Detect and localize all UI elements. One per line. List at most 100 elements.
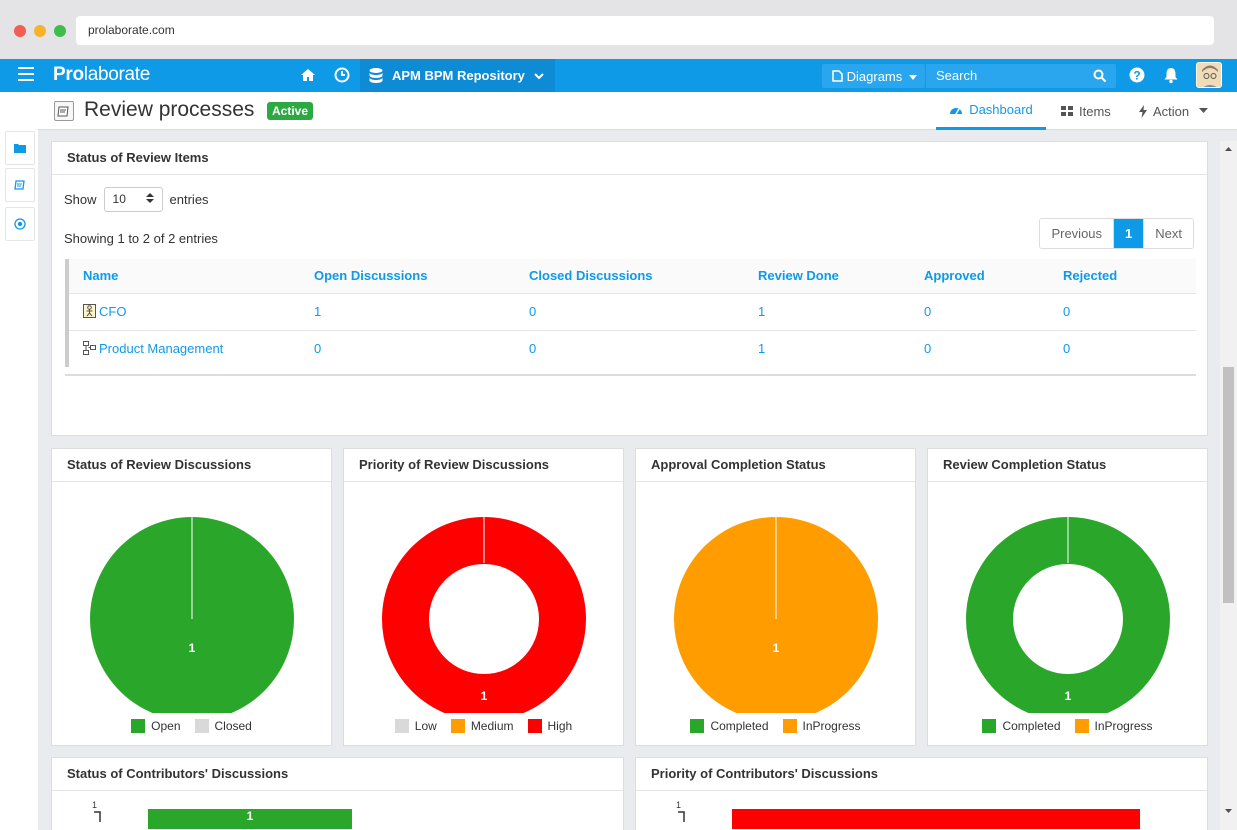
svg-text:?: ? bbox=[1133, 69, 1140, 83]
axis-tick bbox=[94, 811, 101, 822]
bar-chart: 1 bbox=[676, 800, 1140, 829]
legend-swatch bbox=[690, 719, 705, 733]
review-completion-chart: Review Completion Status 1 Completed InPr… bbox=[927, 448, 1208, 746]
legend-label: Completed bbox=[1002, 719, 1061, 733]
legend-item-closed[interactable]: Closed bbox=[194, 719, 252, 733]
legend-item-completed[interactable]: Completed bbox=[690, 719, 769, 733]
scroll-down-icon[interactable] bbox=[1220, 805, 1237, 817]
legend-label: InProgress bbox=[1094, 719, 1153, 733]
review-button[interactable] bbox=[5, 168, 35, 202]
bar[interactable] bbox=[732, 809, 1140, 829]
legend-swatch bbox=[450, 719, 465, 733]
user-avatar[interactable] bbox=[1196, 62, 1222, 88]
scroll-thumb[interactable] bbox=[1223, 367, 1234, 603]
grid-icon bbox=[1061, 106, 1073, 116]
axis-tick-label: 1 bbox=[92, 800, 97, 810]
chart-title: Review Completion Status bbox=[928, 449, 1207, 482]
legend-item-inprogress[interactable]: InProgress bbox=[1074, 719, 1153, 733]
legend-item-medium[interactable]: Medium bbox=[450, 719, 514, 733]
legend-label: Low bbox=[414, 719, 437, 733]
brand-logo[interactable]: Prolaborate bbox=[53, 64, 151, 85]
donut-chart: 1 bbox=[382, 517, 586, 713]
column-header[interactable]: Rejected bbox=[1049, 259, 1196, 293]
address-bar[interactable]: prolaborate.com bbox=[76, 16, 1214, 45]
avatar-icon bbox=[1197, 63, 1221, 87]
window-maximize-button[interactable] bbox=[54, 25, 66, 37]
window-minimize-button[interactable] bbox=[34, 25, 46, 37]
bar[interactable] bbox=[148, 809, 352, 829]
open-discussions-cell: 0 bbox=[300, 329, 515, 367]
legend-swatch bbox=[131, 719, 146, 733]
window-close-button[interactable] bbox=[14, 25, 26, 37]
column-header[interactable]: Review Done bbox=[744, 259, 910, 293]
home-icon[interactable] bbox=[299, 66, 317, 84]
tab-items[interactable]: Items bbox=[1061, 92, 1111, 130]
previous-page-button[interactable]: Previous bbox=[1040, 219, 1114, 248]
review-icon bbox=[57, 106, 69, 117]
bell-icon[interactable] bbox=[1162, 66, 1180, 84]
donut-hole bbox=[1013, 564, 1123, 674]
pagination: Previous 1 Next bbox=[1039, 218, 1194, 249]
target-button[interactable] bbox=[5, 207, 35, 241]
approval-completion-chart: Approval Completion Status 1 Completed In… bbox=[635, 448, 916, 746]
app-header: Prolaborate APM BPM Repository Diagrams … bbox=[0, 59, 1237, 92]
item-name-cell[interactable]: CFO bbox=[65, 292, 300, 330]
tab-action[interactable]: Action bbox=[1139, 92, 1209, 130]
column-header[interactable]: Closed Discussions bbox=[515, 259, 744, 293]
tab-dashboard[interactable]: Dashboard bbox=[936, 92, 1046, 130]
browser-toolbar: prolaborate.com bbox=[0, 0, 1237, 59]
diagrams-dropdown[interactable]: Diagrams bbox=[822, 64, 925, 88]
column-header[interactable]: Approved bbox=[910, 259, 1049, 293]
donut-chart: 1 bbox=[966, 517, 1170, 713]
data-label: 1 bbox=[189, 641, 196, 655]
axis-tick-label: 1 bbox=[676, 800, 681, 810]
sort-arrows-icon bbox=[145, 193, 154, 203]
table-row: CFO 1 0 1 0 0 bbox=[65, 292, 1196, 330]
legend-item-completed[interactable]: Completed bbox=[982, 719, 1061, 733]
chart-legend: Completed InProgress bbox=[928, 719, 1207, 733]
page-1-button[interactable]: 1 bbox=[1113, 219, 1145, 248]
review-done-cell: 1 bbox=[744, 329, 910, 367]
table-header-row: Name Open Discussions Closed Discussions… bbox=[65, 259, 1196, 293]
review-discussions-status-chart: Status of Review Discussions 1 Open Close… bbox=[51, 448, 332, 746]
repository-selector[interactable] bbox=[360, 59, 555, 92]
legend-swatch bbox=[782, 719, 797, 733]
chart-title: Priority of Review Discussions bbox=[344, 449, 623, 482]
review-items-panel: Status of Review Items Show 10 entries S… bbox=[51, 141, 1208, 436]
pie-chart: 1 bbox=[90, 517, 294, 713]
review-icon bbox=[14, 180, 25, 190]
column-header[interactable]: Name bbox=[65, 259, 300, 293]
column-header[interactable]: Open Discussions bbox=[300, 259, 515, 293]
legend-item-low[interactable]: Low bbox=[394, 719, 437, 733]
legend-label: Open bbox=[151, 719, 181, 733]
legend-item-high[interactable]: High bbox=[527, 719, 573, 733]
page-scrollbar[interactable] bbox=[1220, 141, 1237, 830]
data-label: 1 bbox=[1065, 689, 1072, 703]
target-icon bbox=[14, 218, 26, 230]
search-input[interactable]: Search bbox=[926, 64, 1116, 88]
entries-select[interactable]: 10 bbox=[103, 187, 163, 212]
next-page-button[interactable]: Next bbox=[1144, 219, 1193, 248]
closed-discussions-cell: 0 bbox=[515, 329, 744, 367]
help-icon[interactable]: ? bbox=[1128, 66, 1146, 84]
page-title: Review processes bbox=[84, 98, 255, 121]
clock-icon[interactable] bbox=[333, 66, 351, 84]
scroll-up-icon[interactable] bbox=[1220, 143, 1237, 155]
item-name-link[interactable]: Product Management bbox=[99, 341, 224, 357]
item-name-cell[interactable]: Product Management bbox=[65, 329, 300, 367]
menu-icon[interactable] bbox=[18, 67, 34, 81]
repository-selector-content[interactable]: APM BPM Repository bbox=[368, 59, 557, 92]
dashboard-icon bbox=[950, 107, 963, 114]
chevron-down-icon bbox=[534, 72, 544, 79]
table-info: Showing 1 to 2 of 2 entries bbox=[64, 231, 218, 246]
legend-label: Medium bbox=[470, 719, 514, 733]
item-name-link[interactable]: CFO bbox=[99, 304, 127, 319]
bar-chart: 11 bbox=[92, 800, 352, 829]
legend-item-inprogress[interactable]: InProgress bbox=[782, 719, 861, 733]
legend-label: High bbox=[547, 719, 573, 733]
legend-item-open[interactable]: Open bbox=[131, 719, 181, 733]
page-title-bar: Review processes Active Dashboard Items … bbox=[38, 92, 1237, 130]
folder-button[interactable] bbox=[5, 131, 35, 165]
search-icon[interactable] bbox=[1093, 69, 1107, 83]
